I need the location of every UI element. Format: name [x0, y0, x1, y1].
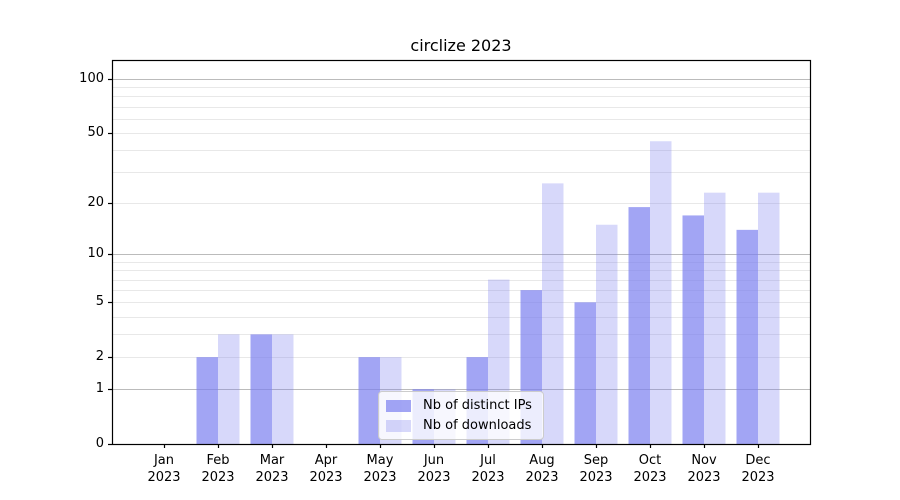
x-tick-label-feb: Feb 2023 [201, 453, 235, 485]
bar-nov-distinct-ips [682, 215, 704, 444]
bar-oct-distinct-ips [628, 207, 650, 444]
y-tick-label-50: 50 [87, 125, 104, 141]
x-tick-label-aug: Aug 2023 [525, 453, 559, 485]
bar-mar-downloads [272, 334, 294, 444]
x-tick-label-mar: Mar 2023 [255, 453, 289, 485]
x-tick-label-jan: Jan 2023 [147, 453, 181, 485]
y-tick-label-1: 1 [95, 381, 104, 397]
y-tick-label-2: 2 [95, 349, 104, 365]
x-tick-label-jul: Jul 2023 [471, 453, 505, 485]
x-tick-label-dec: Dec 2023 [741, 453, 775, 485]
legend-label-distinct-ips: Nb of distinct IPs [423, 398, 532, 413]
x-tick-label-apr: Apr 2023 [309, 453, 343, 485]
y-tick-label-5: 5 [95, 294, 104, 310]
bar-sep-downloads [596, 224, 618, 444]
bar-sep-distinct-ips [574, 302, 596, 444]
y-tick-label-20: 20 [87, 195, 104, 211]
bar-may-distinct-ips [358, 357, 380, 444]
legend-label-downloads: Nb of downloads [423, 418, 532, 433]
bar-nov-downloads [704, 192, 726, 444]
bar-dec-downloads [758, 192, 780, 444]
x-tick-label-oct: Oct 2023 [633, 453, 667, 485]
x-tick-label-jun: Jun 2023 [417, 453, 451, 485]
bar-feb-distinct-ips [196, 357, 218, 444]
bar-mar-distinct-ips [250, 334, 272, 444]
legend-row-downloads: Nb of downloads [386, 418, 533, 433]
chart-legend: Nb of distinct IPs Nb of downloads [378, 391, 544, 440]
bar-oct-downloads [650, 141, 672, 444]
bar-aug-downloads [542, 183, 564, 444]
bar-feb-downloads [218, 334, 240, 444]
chart-title: circlize 2023 [410, 36, 512, 55]
x-tick-label-sep: Sep 2023 [579, 453, 613, 485]
legend-swatch-distinct-ips [386, 399, 411, 412]
legend-row-distinct-ips: Nb of distinct IPs [386, 398, 533, 413]
x-tick-label-nov: Nov 2023 [687, 453, 721, 485]
x-tick-label-may: May 2023 [363, 453, 397, 485]
y-tick-label-100: 100 [79, 71, 104, 87]
y-tick-label-0: 0 [95, 436, 104, 451]
y-tick-label-10: 10 [87, 246, 104, 262]
legend-swatch-downloads [386, 419, 411, 432]
plot-border [111, 59, 812, 446]
bar-dec-distinct-ips [736, 229, 758, 444]
